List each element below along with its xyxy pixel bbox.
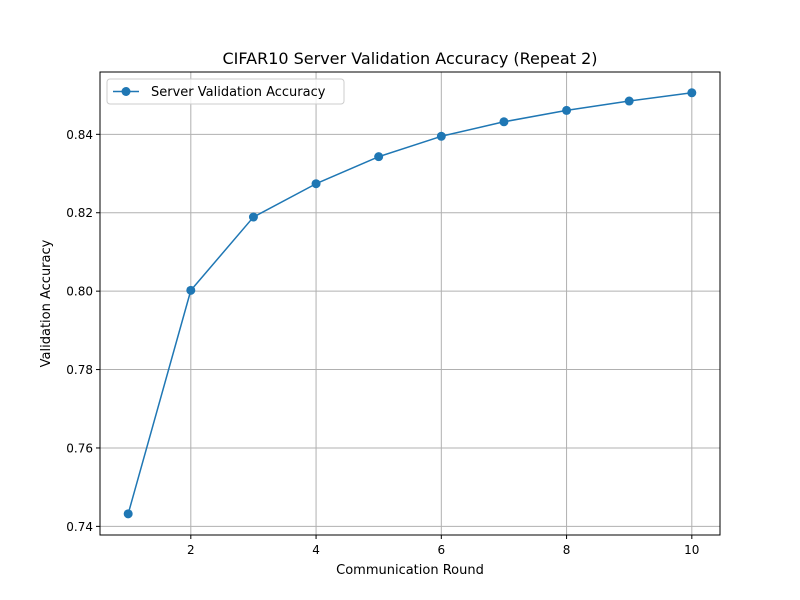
legend-box — [106, 78, 345, 105]
data-point — [436, 131, 446, 141]
data-point — [123, 509, 133, 519]
y-tick-label: 0.82 — [66, 206, 93, 220]
data-point — [499, 117, 509, 127]
y-tick-label: 0.78 — [66, 363, 93, 377]
data-point — [311, 179, 321, 189]
legend: Server Validation Accuracy — [106, 78, 345, 105]
data-point — [186, 285, 196, 295]
axes-frame — [99, 71, 721, 536]
data-point — [624, 96, 634, 106]
y-tick-label: 0.76 — [66, 441, 93, 455]
grid-layer — [100, 72, 720, 535]
data-point — [248, 212, 258, 222]
data-point — [687, 88, 697, 98]
x-tick-label: 4 — [312, 543, 320, 557]
x-tick-label: 10 — [684, 543, 699, 557]
tick-layer: 2 4 6 8 10 0.74 0.76 0.78 0.80 0.82 0.84 — [66, 128, 699, 557]
x-tick-label: 2 — [187, 543, 195, 557]
y-tick-label: 0.80 — [66, 285, 93, 299]
x-axis-label: Communication Round — [336, 563, 484, 578]
legend-marker-swatch — [121, 87, 131, 96]
y-axis-label: Validation Accuracy — [39, 239, 54, 367]
y-tick-label: 0.84 — [66, 128, 93, 142]
data-point — [374, 152, 384, 162]
x-tick-label: 6 — [437, 543, 445, 557]
series-layer — [123, 88, 697, 519]
chart-title: CIFAR10 Server Validation Accuracy (Repe… — [223, 49, 598, 68]
data-point — [562, 105, 572, 115]
series-line — [127, 92, 692, 515]
legend-label: Server Validation Accuracy — [151, 85, 326, 100]
plot-area — [100, 72, 720, 535]
y-tick-label: 0.74 — [66, 520, 93, 534]
x-tick-label: 8 — [563, 543, 571, 557]
